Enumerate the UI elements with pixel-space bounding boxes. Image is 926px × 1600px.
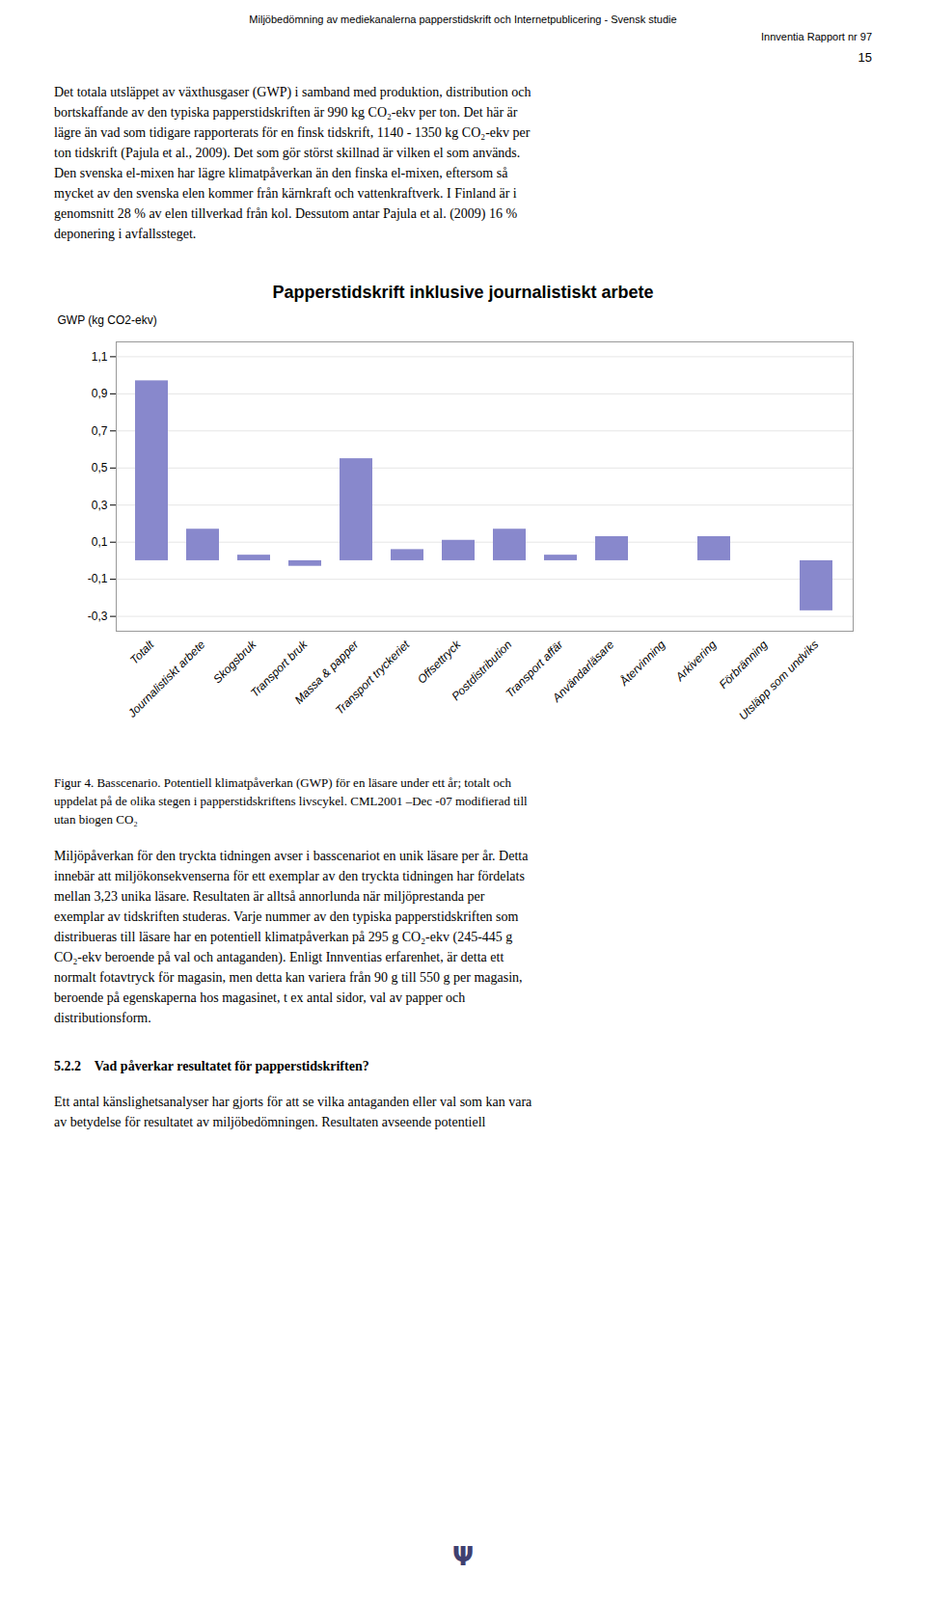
html-text:lägre än vad som tidigare rapp: lägre än vad som tidigare rapporterats f… (54, 125, 531, 140)
html-text:5.2.2 Vad påverkar resultatet: 5.2.2 Vad påverkar resultatet för papper… (54, 1059, 370, 1074)
html-text:Papperstidskrift inklusive jou: Papperstidskrift inklusive journalistisk… (272, 282, 654, 302)
html-text:mellan 3,23 unika läsare. Resu: mellan 3,23 unika läsare. Resultaten är … (54, 889, 485, 904)
svg-text:Återvinning: Återvinning (616, 636, 669, 689)
svg-text:Transport bruk: Transport bruk (247, 637, 310, 700)
html-text:distribueras till läsare har e: distribueras till läsare har en potentie… (54, 929, 513, 945)
html-text:Figur 4. Basscenario. Potentie: Figur 4. Basscenario. Potentiell klimatp… (54, 775, 512, 790)
svg-text:0,9: 0,9 (91, 386, 109, 401)
html-text:15: 15 (857, 50, 872, 65)
html-text:genomsnitt 28 % av elen tillve: genomsnitt 28 % av elen tillverkad från … (54, 206, 518, 221)
svg-text:Arkivering: Arkivering (672, 637, 720, 685)
html-text:Miljöpåverkan för den tryckta: Miljöpåverkan för den tryckta tidningen … (54, 848, 529, 864)
html-text:distributionsform.: distributionsform. (54, 1010, 152, 1026)
svg-text:0,5: 0,5 (91, 461, 109, 475)
html-text:exemplar av tidskriften studer: exemplar av tidskriften studeras. Varje … (54, 909, 519, 925)
html-text:uppdelat på de olika stegen i: uppdelat på de olika stegen i papperstid… (54, 793, 528, 809)
svg-text:Totalt: Totalt (127, 637, 158, 668)
svg-text:Användarläsare: Användarläsare (548, 637, 617, 706)
svg-text:Journalistiskt arbete: Journalistiskt arbete (124, 637, 208, 721)
svg-text:-0,1: -0,1 (87, 571, 109, 586)
svg-text:Massa & papper: Massa & papper (291, 637, 362, 708)
html-text:av betydelse för resultatet av: av betydelse för resultatet av miljöbedö… (54, 1115, 486, 1130)
html-text:CO₂-ekv beroende på val och an: CO₂-ekv beroende på val och antaganden).… (54, 950, 504, 965)
html-text:deponering i avfallssteget.: deponering i avfallssteget. (54, 226, 197, 242)
html-text:innebär att miljökonsekvensern: innebär att miljökonsekvenserna för ett … (54, 869, 525, 884)
html-text:Innventia Rapport nr 97: Innventia Rapport nr 97 (761, 30, 872, 43)
svg-text:Transport affär: Transport affär (502, 637, 566, 701)
html-text:Miljöbedömning av mediekanaler: Miljöbedömning av mediekanalerna pappers… (249, 13, 677, 26)
html-text:utan biogen CO₂: utan biogen CO₂ (54, 812, 138, 827)
html-text:Ψ: Ψ (452, 1542, 474, 1572)
html-text:Den svenska el-mixen har lägre: Den svenska el-mixen har lägre klimatpåv… (54, 165, 508, 181)
html-text:ton tidskrift (Pajula et al.,: ton tidskrift (Pajula et al., 2009). Det… (54, 145, 521, 161)
html-text:Ett antal känslighetsanalyser: Ett antal känslighetsanalyser har gjorts… (54, 1094, 532, 1110)
html-text:mycket av den svenska elen kom: mycket av den svenska elen kommer från k… (54, 186, 517, 201)
svg-text:Förbränning: Förbränning (716, 637, 771, 692)
svg-text:Skogsbruk: Skogsbruk (210, 637, 260, 687)
svg-text:Postdistribution: Postdistribution (448, 637, 515, 704)
svg-text:1,1: 1,1 (91, 350, 109, 364)
svg-text:GWP (kg CO2-ekv): GWP (kg CO2-ekv) (57, 313, 158, 327)
html-text:beroende på egenskaperna hos m: beroende på egenskaperna hos magasinet, … (54, 990, 466, 1006)
svg-text:0,3: 0,3 (91, 498, 109, 513)
svg-text:-0,3: -0,3 (87, 609, 109, 624)
svg-text:Transport tryckeriet: Transport tryckeriet (332, 637, 413, 718)
html-text:Det totala utsläppet av växthu: Det totala utsläppet av växthusgaser (GW… (54, 84, 532, 100)
svg-text:Utsläpp som undviks: Utsläpp som undviks (735, 637, 821, 723)
html-text:normalt fotavtryck för magasin: normalt fotavtryck för magasin, men dett… (54, 970, 523, 985)
html-text:bortskaffande av den typiska p: bortskaffande av den typiska papperstids… (54, 105, 518, 120)
svg-text:Offsettryck: Offsettryck (414, 637, 464, 687)
svg-text:0,1: 0,1 (91, 535, 109, 549)
svg-text:0,7: 0,7 (91, 424, 109, 438)
